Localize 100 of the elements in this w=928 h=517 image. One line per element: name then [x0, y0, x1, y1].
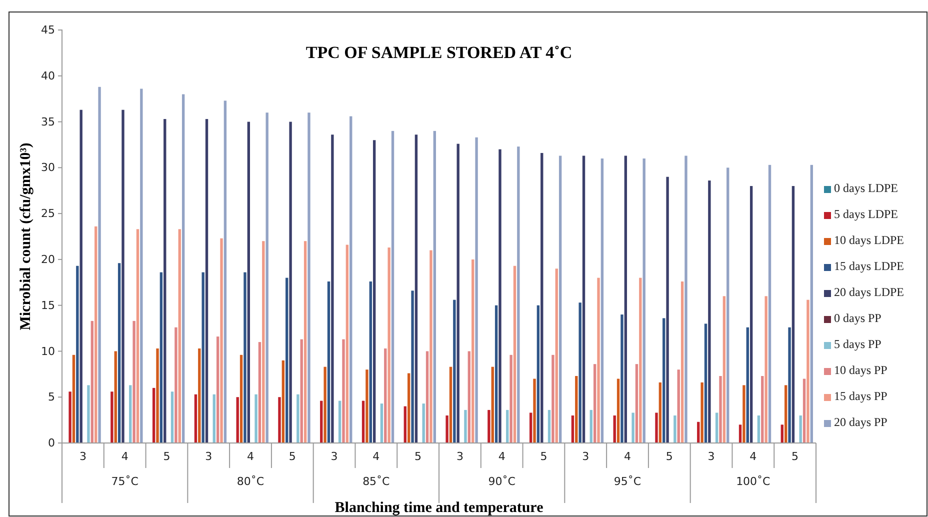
bar: [540, 152, 544, 443]
bar: [411, 290, 414, 443]
bar: [548, 410, 551, 443]
bar: [764, 296, 768, 443]
y-tick-label: 35: [41, 115, 55, 128]
bar: [613, 415, 616, 443]
bar: [708, 180, 711, 443]
bar: [768, 164, 772, 443]
bar: [600, 158, 604, 443]
bar: [491, 366, 494, 443]
text: 100˚C: [736, 475, 771, 488]
x-tick-label: 4: [247, 450, 254, 463]
bar: [174, 327, 178, 443]
bar: [726, 168, 730, 443]
y-axis-title: Microbial count (cfu/gmx10³): [18, 142, 34, 330]
bar: [677, 370, 680, 443]
bar: [510, 354, 512, 443]
bar: [680, 281, 684, 443]
y-tick-label: 5: [48, 390, 55, 404]
bar: [414, 134, 418, 443]
bar: [472, 259, 474, 443]
legend-label: 10 days PP: [834, 363, 888, 377]
x-tick-label: 3: [456, 450, 464, 463]
y-tick-label: 10: [41, 344, 55, 358]
text: 85˚C: [362, 475, 390, 488]
bar: [380, 404, 384, 443]
bar: [517, 146, 520, 443]
bar: [216, 336, 220, 443]
bar: [308, 112, 310, 443]
bar: [122, 110, 124, 443]
bar: [780, 424, 784, 443]
x-tick-label: 5: [288, 450, 296, 463]
y-tick-label: 45: [41, 24, 55, 37]
bar: [666, 176, 669, 443]
legend-label: 20 days PP: [834, 415, 888, 429]
bar: [278, 397, 281, 443]
bar: [202, 272, 204, 443]
x-tick-label: 5: [414, 450, 422, 463]
bar: [140, 88, 143, 443]
bar: [94, 226, 98, 443]
bar: [80, 110, 82, 443]
bar: [244, 272, 246, 443]
bar: [639, 278, 642, 443]
bar: [372, 140, 376, 443]
bar: [258, 342, 262, 443]
bar: [346, 244, 349, 443]
bar: [616, 378, 620, 443]
bar: [224, 100, 227, 443]
bar: [182, 94, 185, 443]
bar: [87, 385, 90, 443]
bar: [404, 406, 406, 443]
bar: [498, 149, 502, 443]
y-tick-label: 30: [41, 161, 55, 174]
bar: [369, 281, 372, 443]
bar: [240, 354, 243, 443]
text: 75˚C: [111, 475, 139, 488]
bar: [722, 296, 726, 443]
bar: [453, 300, 456, 443]
y-tick-label: 40: [41, 69, 55, 82]
bar: [388, 248, 390, 443]
bar: [132, 320, 136, 443]
text: 95˚C: [614, 475, 642, 488]
legend-label: 15 days LDPE: [834, 259, 904, 273]
legend-label: 0 days LDPE: [834, 181, 898, 195]
bar: [446, 415, 448, 443]
bar: [642, 158, 646, 443]
x-tick-label: 4: [498, 450, 506, 463]
x-tick-label: 4: [121, 450, 128, 463]
bar: [433, 130, 436, 443]
bar: [715, 412, 718, 443]
bar: [212, 394, 216, 443]
bar: [788, 327, 791, 443]
bar: [407, 373, 410, 443]
x-tick-label: 3: [330, 450, 338, 463]
bar: [810, 164, 813, 443]
legend-label: 0 days PP: [834, 311, 882, 325]
x-tick-label: 5: [792, 450, 799, 463]
bar: [366, 370, 368, 443]
bar: [342, 339, 345, 443]
bar: [327, 281, 330, 443]
bar: [205, 119, 208, 443]
text: 80˚C: [236, 475, 264, 488]
legend-label: 5 days PP: [834, 337, 882, 351]
legend-label: 5 days LDPE: [834, 207, 898, 221]
x-tick-label: 4: [372, 450, 380, 463]
bar: [198, 348, 201, 443]
bar: [110, 392, 114, 443]
bar: [655, 412, 658, 443]
bar: [90, 320, 94, 443]
bar: [464, 410, 467, 443]
y-tick-label: 0: [48, 436, 55, 450]
bar: [282, 360, 285, 443]
bar: [555, 268, 558, 443]
bar: [529, 412, 532, 443]
text: TPC OF SAMPLE STORED AT 4˚C: [306, 43, 572, 62]
bar: [742, 385, 746, 443]
legend-label: 15 days PP: [834, 389, 888, 403]
bar: [449, 366, 452, 443]
bar: [194, 394, 198, 443]
bar: [426, 351, 429, 443]
